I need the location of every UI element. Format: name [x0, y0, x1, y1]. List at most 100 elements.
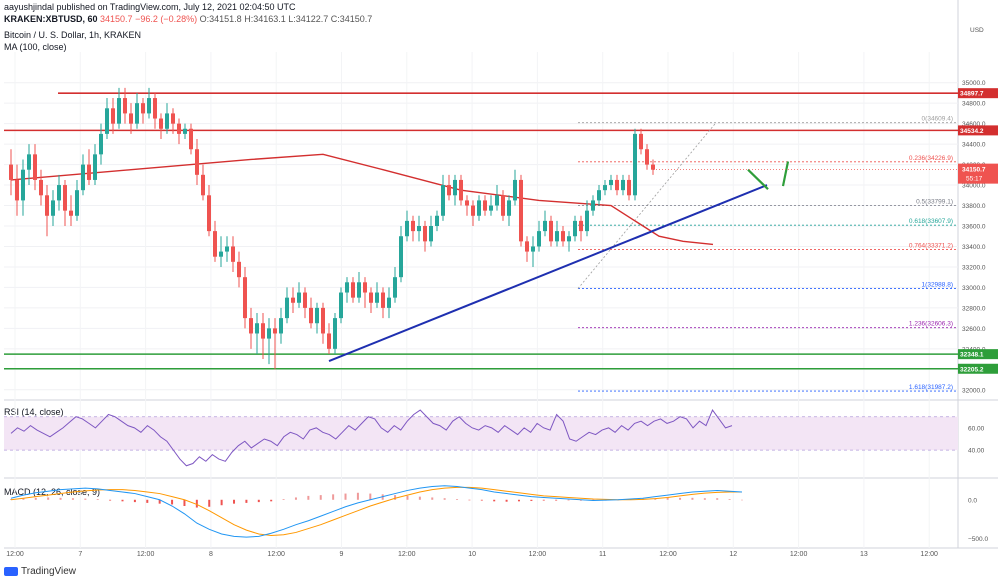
- candle-body: [477, 200, 481, 216]
- candle-body: [609, 179, 613, 186]
- macd-histogram-bar: [679, 497, 682, 500]
- level-price-label: 34897.7: [960, 91, 984, 98]
- macd-histogram-bar: [233, 499, 236, 504]
- candle-body: [489, 205, 493, 211]
- candle-body: [147, 98, 151, 114]
- time-tick-label: 12:00: [267, 551, 285, 558]
- candle-body: [69, 210, 73, 216]
- macd-line: [10, 485, 743, 538]
- rsi-band: [4, 416, 958, 451]
- macd-histogram-bar: [47, 497, 50, 500]
- level-price-tag: [958, 363, 998, 374]
- candle-body: [219, 251, 223, 257]
- macd-histogram-bar: [294, 497, 297, 500]
- candle-body: [435, 215, 439, 226]
- candle-body: [267, 328, 271, 339]
- macd-histogram-bar: [567, 499, 570, 501]
- candle-body: [93, 154, 97, 180]
- candle-body: [369, 292, 373, 303]
- macd-histogram-bar: [171, 499, 174, 505]
- candle-body: [81, 164, 85, 191]
- candle-body: [375, 292, 379, 303]
- candle-body: [603, 185, 607, 191]
- candle-body: [135, 103, 139, 124]
- candle-body: [87, 164, 91, 180]
- price-tick-label: 34600.0: [962, 121, 986, 128]
- macd-histogram-bar: [468, 499, 471, 501]
- candle-body: [33, 154, 37, 180]
- macd-histogram-bar: [22, 498, 25, 500]
- macd-signal-line: [10, 486, 742, 537]
- time-tick-label: 9: [340, 551, 344, 558]
- countdown-label: 55:17: [966, 176, 983, 183]
- candle-body: [189, 128, 193, 150]
- macd-histogram-bar: [146, 499, 149, 503]
- macd-histogram-bar: [703, 498, 706, 500]
- price-tick-label: 32000.0: [962, 387, 986, 394]
- candle-body: [483, 200, 487, 211]
- macd-histogram-bar: [245, 499, 248, 503]
- candle-body: [141, 103, 145, 114]
- fib-level-label: 0.618(33607.9): [909, 218, 953, 225]
- macd-histogram-bar: [480, 499, 483, 501]
- level-price-label: 32205.2: [960, 366, 984, 373]
- fib-level-label: 1.236(32606.3): [909, 321, 953, 328]
- candle-body: [39, 179, 43, 196]
- ohlc-values: O:34151.8 H:34163.1 L:34122.7 C:34150.7: [199, 14, 373, 24]
- price-tick-label: 32800.0: [962, 305, 986, 312]
- projection-arrow-down: [747, 168, 769, 190]
- candle-body: [105, 108, 109, 134]
- macd-tick-label: −500.0: [968, 536, 988, 543]
- macd-histogram-bar: [96, 499, 99, 500]
- candle-body: [195, 149, 199, 175]
- candle-body: [621, 179, 625, 191]
- candle-body: [249, 318, 253, 334]
- candle-body: [357, 282, 361, 298]
- candle-body: [459, 179, 463, 201]
- candle-body: [231, 246, 235, 262]
- chart-title: Bitcoin / U. S. Dollar, 1h, KRAKEN: [4, 30, 142, 40]
- candle-body: [471, 205, 475, 216]
- candle-body: [447, 185, 451, 196]
- candle-body: [255, 323, 259, 334]
- candle-body: [9, 164, 13, 180]
- macd-histogram-bar: [307, 495, 310, 500]
- macd-histogram-bar: [195, 499, 198, 508]
- price-tick-label: 34800.0: [962, 101, 986, 108]
- candle-body: [531, 246, 535, 252]
- macd-histogram-bar: [431, 497, 434, 500]
- level-price-tag: [958, 349, 998, 360]
- macd-histogram-bar: [493, 499, 496, 502]
- macd-histogram-bar: [121, 499, 124, 502]
- candle-body: [51, 200, 55, 216]
- candle-body: [423, 226, 427, 242]
- candle-body: [525, 241, 529, 252]
- candle-body: [429, 226, 433, 242]
- time-tick-label: 8: [209, 551, 213, 558]
- candle-body: [411, 220, 415, 232]
- time-tick-label: 12:00: [137, 551, 155, 558]
- fib-level-label: 0.236(34226.9): [909, 155, 953, 162]
- macd-histogram-bar: [257, 499, 260, 503]
- candle-body: [549, 220, 553, 242]
- currency-label: USD: [970, 27, 984, 34]
- macd-histogram-bar: [728, 499, 731, 500]
- rsi-tick-label: 60.00: [968, 425, 985, 432]
- candle-body: [399, 236, 403, 278]
- candle-body: [543, 220, 547, 232]
- candle-body: [165, 113, 169, 129]
- candle-body: [285, 297, 289, 319]
- candle-body: [387, 297, 391, 308]
- candle-body: [339, 292, 343, 319]
- candle-body: [297, 292, 301, 303]
- candle-body: [417, 226, 421, 232]
- candle-body: [639, 133, 643, 150]
- candle-body: [585, 210, 589, 232]
- macd-histogram-bar: [208, 499, 211, 507]
- candle-body: [261, 323, 265, 339]
- ma100-line: [10, 153, 714, 246]
- macd-histogram-bar: [369, 493, 372, 500]
- current-price-tag: [958, 163, 998, 184]
- last-price: 34150.7: [100, 14, 133, 24]
